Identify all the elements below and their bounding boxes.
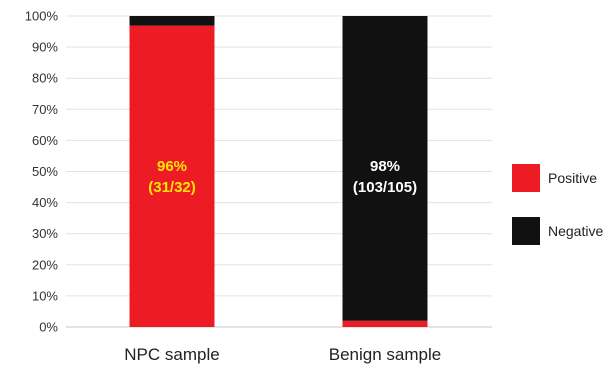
bar-positive-2 xyxy=(342,320,428,327)
bar-label-count: (103/105) xyxy=(353,179,417,196)
y-tick-label: 90% xyxy=(32,40,58,55)
x-axis-categories: NPC sample Benign sample xyxy=(124,345,441,364)
bars xyxy=(129,16,428,328)
y-axis-ticks: 0% 10% 20% 30% 40% 50% 60% 70% 80% 90% 100% xyxy=(25,9,59,335)
bar-labels: 96% (31/32) 98% (103/105) xyxy=(148,158,417,196)
y-tick-label: 50% xyxy=(32,164,58,179)
y-tick-label: 70% xyxy=(32,102,58,117)
y-tick-label: 100% xyxy=(25,9,59,24)
y-tick-label: 10% xyxy=(32,288,58,303)
legend-swatch-negative xyxy=(512,217,540,245)
bar-label-percent: 98% xyxy=(370,158,400,175)
y-tick-label: 60% xyxy=(32,133,58,148)
legend-label: Positive xyxy=(548,170,597,186)
y-tick-label: 20% xyxy=(32,257,58,272)
bar-label-count: (31/32) xyxy=(148,179,196,196)
y-tick-label: 80% xyxy=(32,71,58,86)
bar-positive-1 xyxy=(129,25,215,328)
bar-negative-2 xyxy=(342,16,428,321)
y-tick-label: 30% xyxy=(32,226,58,241)
legend: Positive Negative xyxy=(512,164,603,245)
x-category-label: NPC sample xyxy=(124,345,219,364)
legend-swatch-positive xyxy=(512,164,540,192)
legend-label: Negative xyxy=(548,223,603,239)
y-tick-label: 40% xyxy=(32,195,58,210)
bar-negative-1 xyxy=(129,16,215,26)
x-category-label: Benign sample xyxy=(329,345,441,364)
y-tick-label: 0% xyxy=(39,320,58,335)
bar-label-percent: 96% xyxy=(157,158,187,175)
